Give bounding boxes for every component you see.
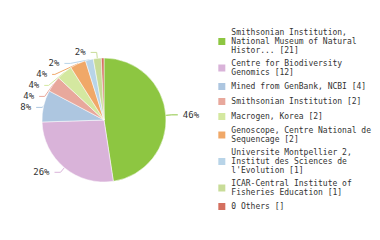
svg-text:26%: 26%: [33, 167, 50, 177]
svg-text:Smithsonian Institution,: Smithsonian Institution,: [231, 28, 347, 37]
svg-text:National Museum of Natural: National Museum of Natural: [231, 37, 356, 46]
svg-text:Smithsonian Institution [2]: Smithsonian Institution [2]: [231, 97, 361, 106]
svg-text:Universite Montpellier 2,: Universite Montpellier 2,: [231, 148, 351, 157]
svg-text:Centre for Biodiversity: Centre for Biodiversity: [231, 59, 342, 68]
svg-text:l'Evolution [1]: l'Evolution [1]: [231, 166, 303, 175]
svg-text:Sequencage [2]: Sequencage [2]: [231, 135, 298, 144]
svg-text:4%: 4%: [36, 69, 47, 79]
svg-text:8%: 8%: [20, 102, 31, 112]
svg-text:Fisheries Education [1]: Fisheries Education [1]: [231, 188, 342, 197]
svg-text:Institut des Sciences de: Institut des Sciences de: [231, 157, 347, 166]
svg-text:4%: 4%: [28, 80, 39, 90]
svg-text:46%: 46%: [183, 110, 200, 120]
svg-text:2%: 2%: [49, 58, 60, 68]
svg-text:Histor... [21]: Histor... [21]: [231, 46, 298, 55]
svg-text:0 Others []: 0 Others []: [231, 202, 284, 211]
svg-text:Genoscope, Centre National de: Genoscope, Centre National de: [231, 126, 371, 135]
svg-text:Genomics [12]: Genomics [12]: [231, 68, 294, 77]
svg-text:4%: 4%: [23, 91, 34, 101]
svg-text:Mined from GenBank, NCBI [4]: Mined from GenBank, NCBI [4]: [231, 82, 366, 91]
svg-text:2%: 2%: [75, 47, 86, 57]
svg-text:Macrogen, Korea [2]: Macrogen, Korea [2]: [231, 112, 323, 121]
svg-text:ICAR-Central Institute of: ICAR-Central Institute of: [231, 179, 352, 188]
